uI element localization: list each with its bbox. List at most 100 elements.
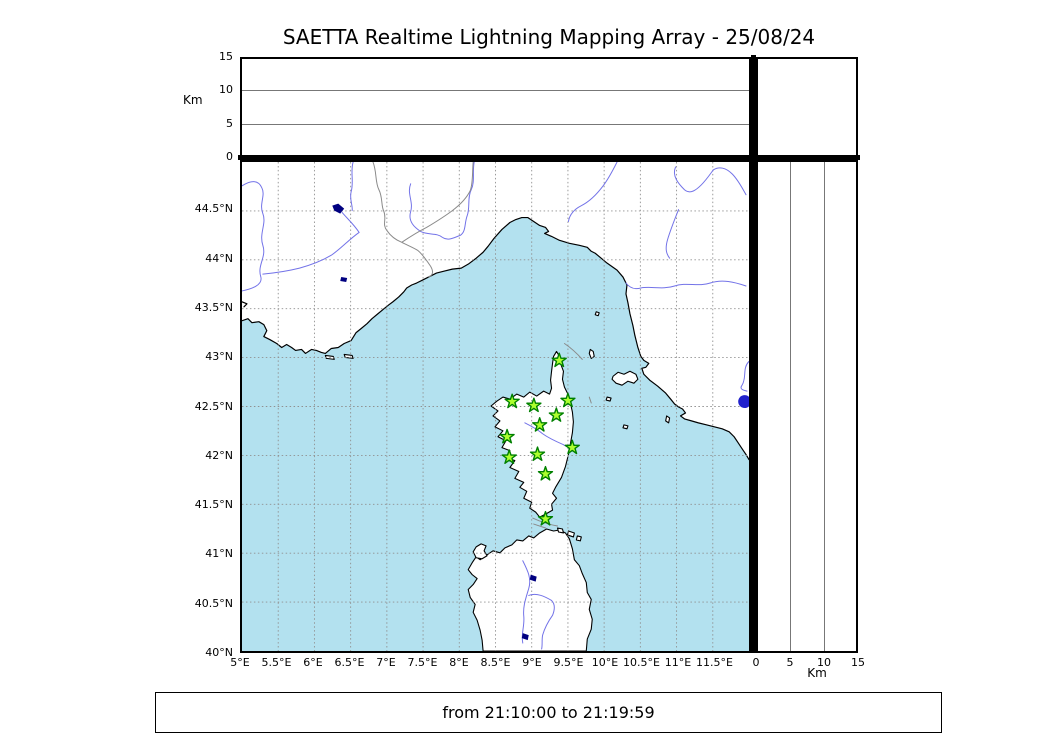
sardinia-lake-2 (521, 633, 529, 641)
lon-tick-label: 5.5°E (261, 656, 292, 669)
station-star-icon (548, 407, 565, 422)
lat-tick-label: 40.5°N (194, 596, 233, 610)
line-ne-of-cap-corse (563, 343, 583, 360)
vertical-divider (751, 55, 756, 653)
sardinia-lake-1 (529, 574, 537, 582)
rhone-river (242, 181, 265, 292)
rivers (242, 162, 749, 650)
upper-durance (341, 212, 360, 233)
lightning-detection-dot (738, 395, 749, 409)
lon-tick-label: 7.5°E (407, 656, 438, 669)
map-of-corsica-region (242, 162, 749, 651)
time-window-text: from 21:10:00 to 21:19:59 (442, 703, 655, 722)
station-star-icon (504, 393, 520, 409)
po-tributary-4 (665, 209, 680, 259)
asinara-island (472, 543, 488, 560)
sardinia-river-1 (521, 560, 531, 644)
altitude-axis-label-left: Km (183, 93, 203, 107)
altitude-axis-label-bottom: Km (807, 666, 827, 680)
horizontal-divider (238, 155, 860, 160)
country-borders (372, 162, 474, 278)
montecristo-island (622, 424, 629, 430)
durance-river (262, 231, 360, 275)
map-graticule (242, 162, 749, 651)
giglio-island (665, 415, 671, 424)
altitude-gridline-5km (790, 162, 791, 651)
lakes (332, 203, 537, 641)
maddalena-islands (556, 527, 582, 542)
station-star-icon (526, 397, 542, 413)
grey-line-features (532, 343, 592, 529)
altitude-gridline-10km (824, 162, 825, 651)
tiber-river-edge (740, 360, 749, 392)
alt-tick-label-left: 10 (219, 83, 233, 97)
lat-tick-label: 44°N (205, 251, 233, 265)
station-star-icon (532, 417, 548, 432)
lon-tick-label: 6.5°E (334, 656, 365, 669)
altitude-longitude-panel (240, 57, 751, 157)
mediterranean-sea (242, 217, 749, 651)
line-east-of-corsica (588, 396, 592, 404)
station-star-icon (537, 510, 554, 526)
station-markers (499, 352, 580, 526)
time-window-box: from 21:10:00 to 21:19:59 (155, 692, 942, 733)
altitude-latitude-panel (756, 160, 858, 653)
alpine-river-1 (350, 162, 354, 212)
lat-tick-label: 40°N (205, 646, 233, 659)
corsica-island (490, 350, 574, 518)
lat-tick-label: 42.5°N (194, 399, 233, 413)
po-tributary-2 (673, 166, 714, 193)
lat-tick-label: 42°N (205, 448, 233, 462)
station-star-icon (529, 446, 546, 462)
sainte-croix-lake (340, 277, 348, 283)
mainland-coastline (242, 216, 749, 461)
lon-tick-label: 6°E (303, 656, 323, 669)
alt-tick-label-bottom: 15 (851, 656, 865, 669)
lon-tick-label: 10°E (591, 656, 619, 669)
map-panel (240, 160, 751, 653)
elba-island (611, 370, 639, 386)
po-tributary-3 (712, 167, 747, 196)
lat-tick-label: 41°N (205, 547, 233, 561)
lon-tick-label: 9°E (522, 656, 542, 669)
lon-tick-label: 8.5°E (480, 656, 511, 669)
alt-tick-label-bottom: 0 (752, 656, 760, 669)
line-south-of-corsica-1 (532, 517, 559, 527)
pianosa-island (605, 396, 612, 402)
lagoon-coast-fragment (242, 301, 248, 308)
altitude-gridline-10km (242, 90, 749, 91)
lat-tick-label: 43.5°N (194, 300, 233, 314)
lon-tick-label: 10.5°E (623, 656, 660, 669)
detection-marker (738, 395, 749, 409)
figure-title: SAETTA Realtime Lightning Mapping Array … (282, 25, 816, 49)
alt-tick-label-left: 5 (226, 116, 233, 130)
alt-tick-label-bottom: 5 (786, 656, 794, 669)
serre-poncon-lake (332, 203, 345, 214)
altitude-gridline-5km (242, 124, 749, 125)
station-star-icon (501, 449, 517, 464)
lon-tick-label: 11°E (664, 656, 692, 669)
alt-tick-label-bottom: 10 (817, 656, 831, 669)
arno-river (625, 280, 747, 290)
lon-tick-label: 9.5°E (553, 656, 584, 669)
sardinia-river-2 (528, 593, 555, 650)
station-star-icon (560, 392, 576, 408)
lon-tick-label: 11.5°E (696, 656, 733, 669)
alt-tick-label-left: 0 (226, 150, 233, 163)
gorgona-island (594, 311, 600, 317)
france-italy-border (372, 162, 433, 278)
po-tributary-1 (567, 162, 618, 223)
station-star-icon (537, 465, 554, 481)
lat-tick-label: 43°N (205, 350, 233, 364)
lon-tick-label: 5°E (230, 656, 250, 669)
station-star-icon (564, 439, 580, 455)
lon-tick-label: 8°E (449, 656, 469, 669)
lat-tick-label: 44.5°N (194, 202, 233, 216)
border-branch (401, 162, 474, 243)
line-south-of-corsica-2 (533, 523, 547, 529)
alt-tick-label-left: 15 (219, 50, 233, 63)
station-star-icon (499, 428, 515, 444)
alpine-river-2 (408, 162, 475, 240)
lon-tick-label: 7°E (376, 656, 396, 669)
